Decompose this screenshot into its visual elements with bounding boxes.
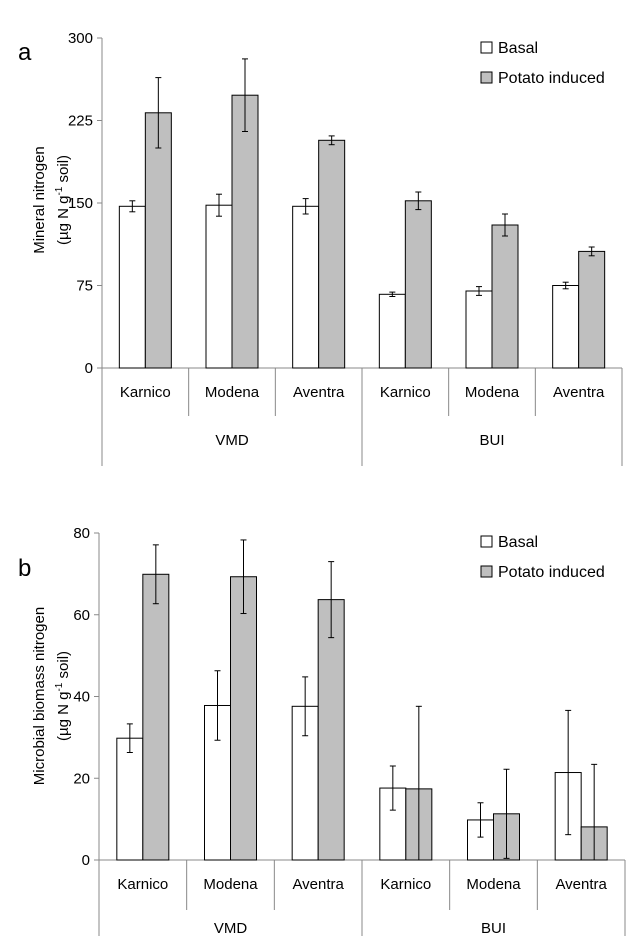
x-category-label: Aventra	[292, 876, 344, 893]
chart-panel-a: a 0 75 150 225 300 Mineral nitrogen (µg N g-1 s…	[18, 30, 623, 466]
x-category-label: Modena	[203, 876, 258, 893]
legend-swatch	[480, 535, 493, 548]
x-category-label: Karnico	[120, 384, 171, 401]
x-category-label: Karnico	[117, 876, 168, 893]
bar-potato-induced	[318, 139, 346, 369]
y-axis-title: Mineral nitrogen	[31, 146, 48, 254]
bar-potato-induced	[491, 224, 519, 369]
x-category-label: Modena	[205, 384, 260, 401]
legend-swatch	[480, 565, 493, 578]
bar-potato-induced	[230, 576, 257, 861]
y-tick-label: 75	[76, 278, 93, 295]
bar-potato-induced	[404, 200, 432, 369]
y-tick-label: 225	[68, 113, 93, 130]
legend: Basal Potato induced	[480, 534, 605, 581]
panel-label: b	[18, 555, 31, 582]
bar-basal	[552, 285, 580, 369]
bar-potato-induced	[142, 573, 170, 861]
bar-potato-induced	[578, 250, 606, 369]
x-category-label: Karnico	[380, 384, 431, 401]
panel-label: a	[18, 39, 32, 66]
x-category-label: Aventra	[293, 384, 345, 401]
y-tick-label: 150	[68, 195, 93, 212]
x-category-label: Karnico	[380, 876, 431, 893]
legend-label: Basal	[498, 534, 538, 551]
legend-swatch	[480, 41, 493, 54]
bar-basal	[378, 293, 406, 369]
legend-label: Potato induced	[498, 564, 605, 581]
legend-label: Potato induced	[498, 70, 605, 87]
x-category-label: Aventra	[553, 384, 605, 401]
legend: Basal Potato induced	[480, 40, 605, 87]
x-group-label: VMD	[214, 920, 248, 936]
bar-basal	[118, 205, 146, 369]
chart-panel-b: b 0 20 40 60 80 Microbial biomass nitrogen (µg …	[18, 525, 626, 936]
bar-potato-induced	[231, 94, 259, 369]
bar-basal	[465, 290, 493, 369]
x-group-label: VMD	[215, 432, 249, 449]
x-category-label: Modena	[466, 876, 521, 893]
y-tick-label: 80	[73, 525, 90, 542]
y-tick-label: 40	[73, 689, 90, 706]
y-axis-unit: (µg N g-1 soil)	[54, 155, 72, 245]
y-axis-unit: (µg N g-1 soil)	[54, 651, 72, 741]
x-category-label: Modena	[465, 384, 520, 401]
y-tick-label: 300	[68, 30, 93, 47]
bar-basal	[116, 737, 144, 861]
bar-potato-induced	[317, 599, 345, 861]
x-group-label: BUI	[479, 432, 504, 449]
legend-swatch	[480, 71, 493, 84]
y-tick-label: 0	[85, 360, 93, 377]
legend-label: Basal	[498, 40, 538, 57]
x-group-label: BUI	[481, 920, 506, 936]
x-category-label: Aventra	[555, 876, 607, 893]
y-tick-label: 20	[73, 770, 90, 787]
y-axis-title: Microbial biomass nitrogen	[31, 607, 48, 785]
bar-basal	[292, 205, 320, 369]
bar-potato-induced	[144, 112, 172, 369]
y-tick-label: 60	[73, 607, 90, 624]
y-tick-label: 0	[82, 852, 90, 869]
bar-basal	[205, 204, 233, 369]
